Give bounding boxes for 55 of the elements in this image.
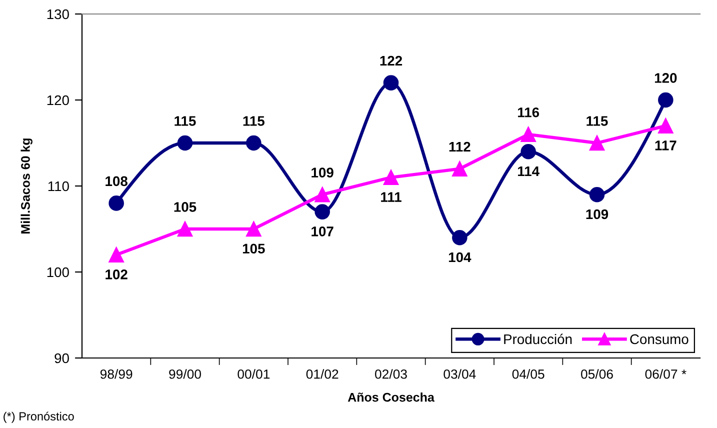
x-tick-label: 00/01	[238, 369, 270, 379]
point	[177, 221, 193, 237]
x-tick-label: 05/06	[581, 369, 613, 379]
data-label: 107	[312, 226, 334, 236]
point	[520, 144, 536, 160]
data-label: 116	[518, 107, 540, 118]
data-label: 115	[174, 116, 196, 126]
point	[658, 92, 674, 108]
point	[520, 126, 536, 142]
point	[452, 230, 468, 246]
x-tick-label: 98/99	[100, 369, 132, 379]
point	[452, 161, 468, 176]
point	[246, 221, 262, 237]
y-tick-label: 130	[47, 9, 69, 20]
point	[246, 135, 262, 151]
point	[589, 186, 605, 202]
y-axis-title: Mill.Sacos 60 kg	[20, 138, 32, 234]
y-tick-label: 110	[48, 181, 69, 192]
point	[108, 196, 124, 211]
data-label: 104	[448, 252, 472, 262]
data-label: 122	[380, 56, 402, 66]
point	[383, 75, 399, 90]
point	[658, 118, 674, 134]
x-axis-title: Años Cosecha	[348, 392, 434, 402]
data-label: 105	[174, 202, 196, 212]
x-tick-label: 01/02	[306, 369, 338, 379]
legend-label: Producción	[504, 334, 572, 344]
data-label: 115	[243, 116, 264, 126]
data-label: 109	[312, 168, 334, 178]
data-label: 109	[586, 209, 608, 220]
data-label: 117	[655, 140, 676, 150]
x-tick-label: 04/05	[512, 369, 544, 379]
point	[314, 186, 330, 202]
y-tick-label: 90	[54, 353, 69, 364]
point	[314, 204, 330, 220]
x-tick-label: 99/00	[169, 369, 201, 379]
data-label: 105	[242, 244, 265, 254]
data-label: 102	[106, 270, 128, 280]
y-tick-label: 120	[47, 95, 69, 106]
x-tick-label: 03/04	[444, 369, 476, 379]
point	[177, 135, 193, 151]
point	[383, 170, 399, 186]
y-tick-label: 100	[47, 267, 69, 278]
x-tick-label: 06/07 *	[645, 369, 686, 379]
data-label: 120	[654, 73, 677, 83]
data-label: 114	[518, 166, 540, 176]
data-label: 111	[381, 192, 402, 202]
point	[108, 247, 124, 262]
data-label: 112	[449, 142, 470, 152]
data-label: 108	[106, 176, 128, 186]
data-label: 115	[586, 116, 608, 126]
x-tick-label: 02/03	[375, 369, 407, 379]
point	[589, 135, 605, 151]
legend-label: Consumo	[630, 334, 688, 344]
text: (*) Pronóstico	[4, 412, 74, 423]
